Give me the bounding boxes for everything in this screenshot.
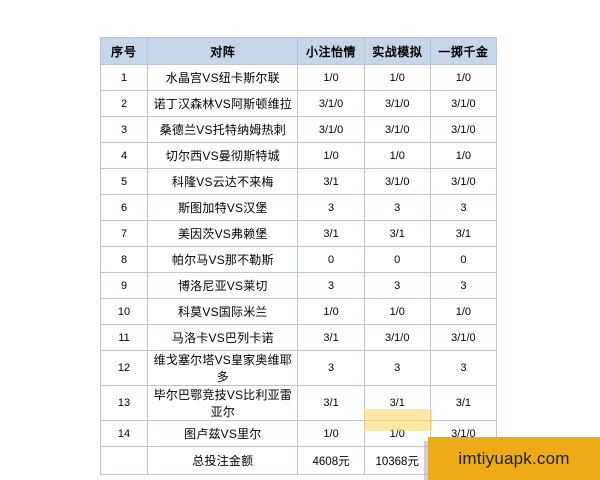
row-big-stake: 3/1/0 [429,90,498,117]
table-row: 7 美因茨VS弗赖堡 3/1 3/1 3/1 [99,220,498,247]
row-match: 毕尔巴鄂竞技VS比利亚雷亚尔 [147,385,299,421]
row-simulation: 3 [363,350,431,386]
bet-table-container: 序号 对阵 小注怡情 实战模拟 一掷千金 1 水晶宫VS纽卡斯尔联 1/0 1/0 1/… [99,37,498,475]
row-big-stake: 3/1 [429,220,498,247]
table-row: 11 马洛卡VS巴列卡诺 3/1 3/1/0 3/1/0 [99,324,498,351]
row-match: 诺丁汉森林VS阿斯顿维拉 [147,90,299,117]
watermark-text: imtiyuapk.com [458,448,570,468]
table-row: 12 维戈塞尔塔VS皇家奥维耶多 3 3 3 [99,350,498,386]
row-simulation: 10368元 [363,446,431,475]
row-simulation: 3/1/0 [363,324,431,351]
row-simulation: 3 [363,272,431,299]
column-header-simulation: 实战模拟 [363,37,431,65]
row-simulation: 3/1 [363,385,431,421]
row-small-stake: 0 [297,246,365,273]
row-simulation: 3/1/0 [363,90,431,117]
row-small-stake: 4608元 [297,446,365,475]
row-small-stake: 3/1/0 [297,116,365,143]
row-index: 3 [99,116,149,143]
row-small-stake: 1/0 [297,64,365,91]
row-index: 6 [99,194,149,221]
table-row: 6 斯图加特VS汉堡 3 3 3 [99,194,498,221]
row-index: 2 [99,90,149,117]
row-match: 美因茨VS弗赖堡 [147,220,299,247]
table-row: 2 诺丁汉森林VS阿斯顿维拉 3/1/0 3/1/0 3/1/0 [99,90,498,117]
row-small-stake: 3/1 [297,220,365,247]
row-index: 5 [99,168,149,195]
row-match: 水晶宫VS纽卡斯尔联 [147,64,299,91]
row-small-stake: 3/1 [297,324,365,351]
row-small-stake: 3/1 [297,168,365,195]
row-big-stake: 1/0 [429,142,498,169]
table-row: 9 博洛尼亚VS莱切 3 3 3 [99,272,498,299]
row-small-stake: 3 [297,194,365,221]
row-simulation: 1/0 [363,64,431,91]
row-simulation: 3/1/0 [363,168,431,195]
table-row: 1 水晶宫VS纽卡斯尔联 1/0 1/0 1/0 [99,64,498,91]
table-row: 13 毕尔巴鄂竞技VS比利亚雷亚尔 3/1 3/1 3/1 [99,385,498,421]
betting-table: 序号 对阵 小注怡情 实战模拟 一掷千金 1 水晶宫VS纽卡斯尔联 1/0 1/0 1/… [99,37,498,475]
table-header: 序号 对阵 小注怡情 实战模拟 一掷千金 [99,37,498,65]
row-small-stake: 3 [297,350,365,386]
row-simulation: 1/0 [363,142,431,169]
row-big-stake: 1/0 [429,64,498,91]
row-match: 切尔西VS曼彻斯特城 [147,142,299,169]
row-big-stake: 1/0 [429,298,498,325]
row-match: 总投注金额 [147,446,299,475]
column-header-small-stake: 小注怡情 [297,37,365,65]
row-big-stake: 3 [429,194,498,221]
row-simulation: 0 [363,246,431,273]
table-row: 10 科莫VS国际米兰 1/0 1/0 1/0 [99,298,498,325]
row-match: 桑德兰VS托特纳姆热刺 [147,116,299,143]
row-big-stake: 3/1/0 [429,168,498,195]
row-match: 帕尔马VS那不勒斯 [147,246,299,273]
column-header-big-stake: 一掷千金 [429,37,498,65]
row-index: 8 [99,246,149,273]
row-match: 马洛卡VS巴列卡诺 [147,324,299,351]
row-index: 12 [99,350,149,386]
row-match: 图卢兹VS里尔 [147,420,299,447]
row-simulation: 3/1/0 [363,116,431,143]
row-small-stake: 3 [297,272,365,299]
row-simulation: 1/0 [363,420,431,447]
row-match: 博洛尼亚VS莱切 [147,272,299,299]
row-big-stake: 3/1/0 [429,116,498,143]
table-header-row: 序号 对阵 小注怡情 实战模拟 一掷千金 [99,37,498,65]
row-big-stake: 3 [429,272,498,299]
table-row: 8 帕尔马VS那不勒斯 0 0 0 [99,246,498,273]
row-small-stake: 3/1/0 [297,90,365,117]
table-row: 3 桑德兰VS托特纳姆热刺 3/1/0 3/1/0 3/1/0 [99,116,498,143]
row-index: 4 [99,142,149,169]
row-small-stake: 1/0 [297,420,365,447]
table-body: 1 水晶宫VS纽卡斯尔联 1/0 1/0 1/0 2 诺丁汉森林VS阿斯顿维拉 3/1/0 3/… [99,64,498,475]
row-index: 14 [99,420,149,447]
row-index [99,446,149,475]
row-big-stake: 3 [429,350,498,386]
row-simulation: 1/0 [363,298,431,325]
row-big-stake: 3/1 [429,385,498,421]
row-match: 科莫VS国际米兰 [147,298,299,325]
row-simulation: 3/1 [363,220,431,247]
row-index: 1 [99,64,149,91]
row-big-stake: 3/1/0 [429,324,498,351]
row-small-stake: 3/1 [297,385,365,421]
row-index: 9 [99,272,149,299]
row-simulation: 3 [363,194,431,221]
row-small-stake: 1/0 [297,142,365,169]
row-match: 科隆VS云达不来梅 [147,168,299,195]
row-index: 7 [99,220,149,247]
row-small-stake: 1/0 [297,298,365,325]
row-index: 11 [99,324,149,351]
table-row: 4 切尔西VS曼彻斯特城 1/0 1/0 1/0 [99,142,498,169]
column-header-index: 序号 [99,37,149,65]
row-index: 10 [99,298,149,325]
column-header-match: 对阵 [147,37,299,65]
row-match: 维戈塞尔塔VS皇家奥维耶多 [147,350,299,386]
row-index: 13 [99,385,149,421]
row-big-stake: 0 [429,246,498,273]
table-row: 5 科隆VS云达不来梅 3/1 3/1/0 3/1/0 [99,168,498,195]
watermark: imtiyuapk.com [428,437,600,480]
row-match: 斯图加特VS汉堡 [147,194,299,221]
